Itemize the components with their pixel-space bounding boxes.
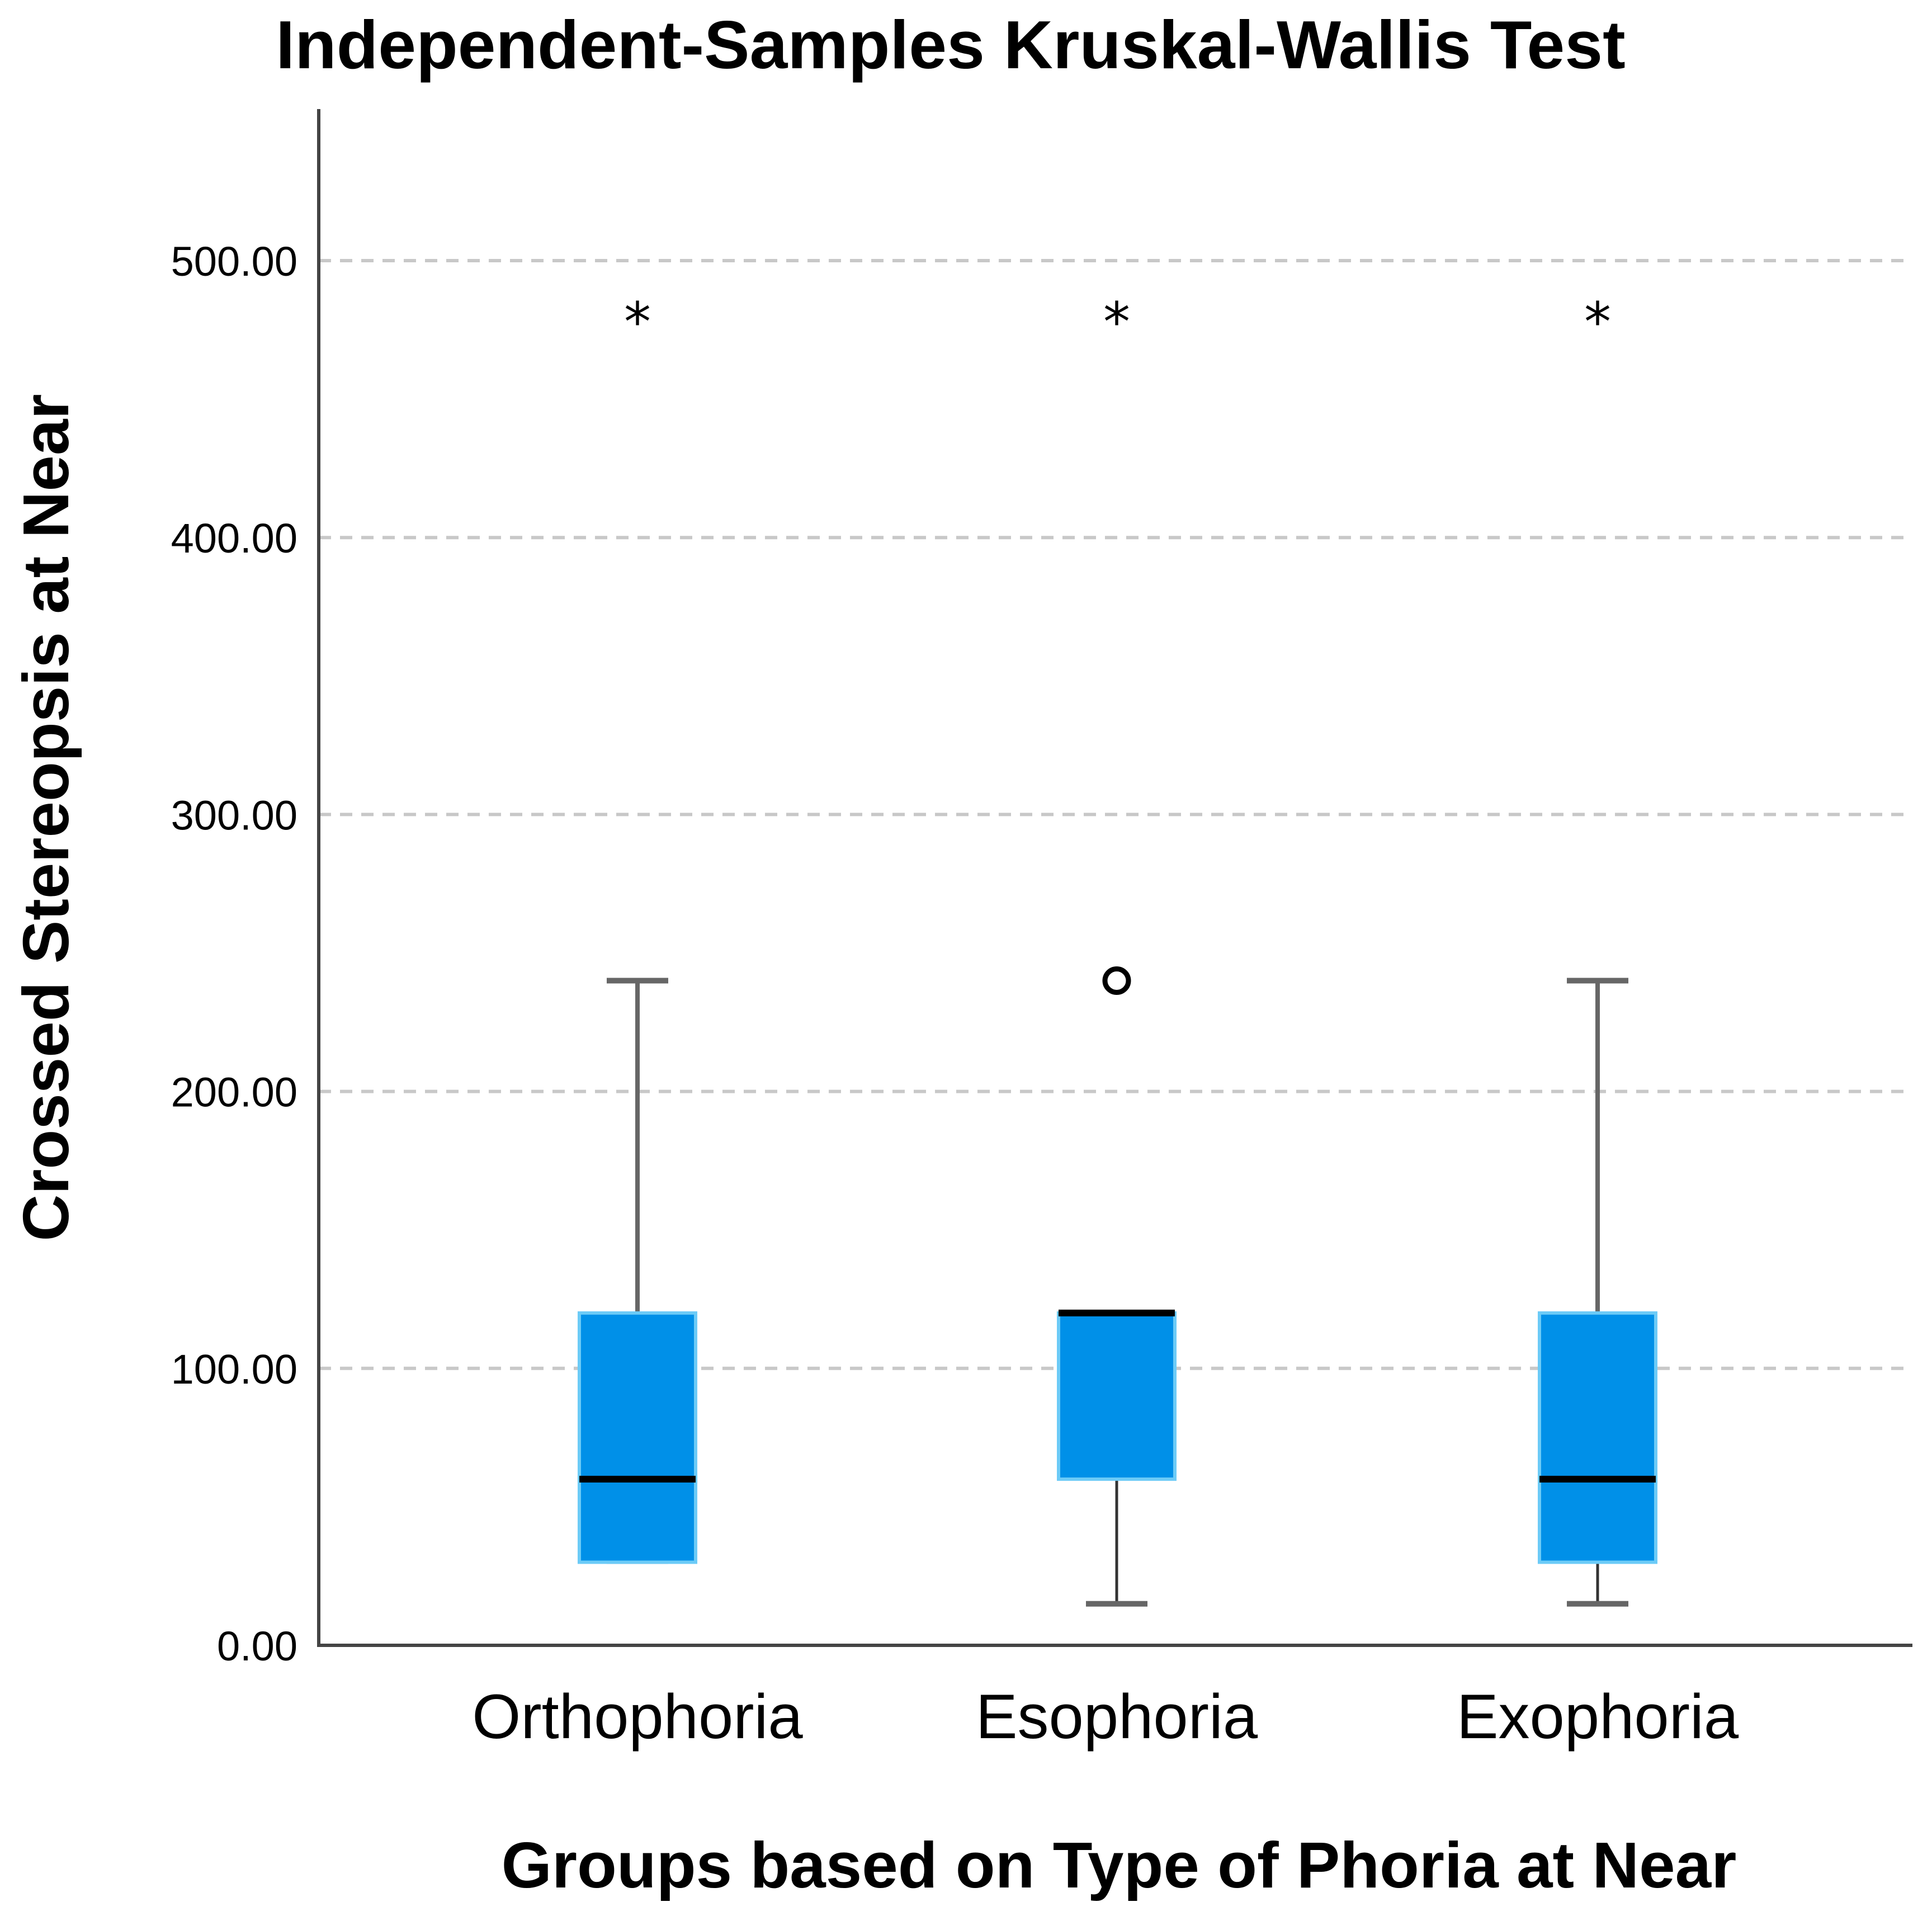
- chart-title: Independent-Samples Kruskal-Wallis Test: [276, 7, 1625, 83]
- iqr-box: [1538, 1311, 1657, 1564]
- y-tick-label: 500.00: [171, 238, 297, 285]
- extreme-point: *: [1584, 291, 1611, 353]
- iqr-box: [578, 1311, 697, 1564]
- x-tick-label: Exophoria: [1457, 1682, 1739, 1752]
- x-tick-label: Esophoria: [976, 1682, 1258, 1752]
- y-tick-label: 100.00: [171, 1346, 297, 1393]
- box-exophoria: *: [1538, 291, 1657, 1607]
- x-axis-label: Groups based on Type of Phoria at Near: [502, 1829, 1737, 1901]
- y-tick-label: 300.00: [171, 792, 297, 838]
- box-orthophoria: *: [578, 291, 697, 1564]
- box-plots: * * *: [578, 291, 1657, 1607]
- box-esophoria: *: [1057, 291, 1177, 1607]
- y-axis-label: Crossed Stereopsis at Near: [10, 394, 82, 1241]
- iqr-box: [1057, 1311, 1177, 1481]
- y-tick-label: 400.00: [171, 515, 297, 561]
- outlier-point: [1102, 966, 1131, 995]
- x-tick-label: Orthophoria: [472, 1682, 803, 1752]
- y-tick-label: 0.00: [217, 1623, 297, 1669]
- y-tick-labels: 0.00 100.00 200.00 300.00 400.00 500.00: [171, 238, 297, 1669]
- y-tick-label: 200.00: [171, 1069, 297, 1116]
- extreme-point: *: [1103, 291, 1130, 353]
- grid-lines: [319, 259, 1912, 1370]
- extreme-point: *: [624, 291, 651, 353]
- x-tick-labels: Orthophoria Esophoria Exophoria: [472, 1682, 1739, 1752]
